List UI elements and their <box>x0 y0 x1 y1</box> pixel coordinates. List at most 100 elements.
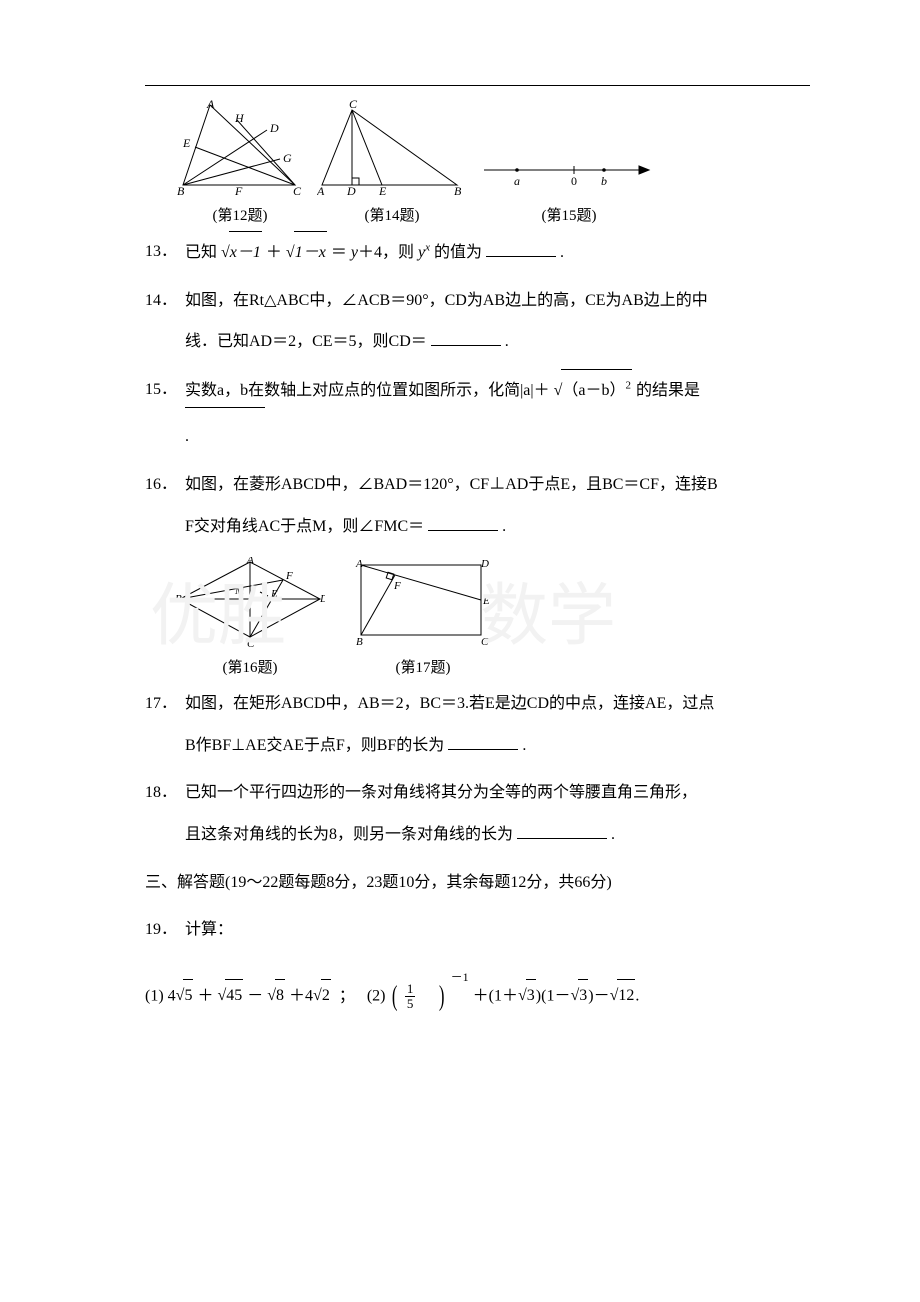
eq2-mid: ＋(1＋ <box>473 987 518 1004</box>
label-b: b <box>601 174 607 188</box>
f17-E: E <box>482 595 490 607</box>
q17-line2a: B作BF⊥AE交AE于点F，则BF的长为 <box>185 737 444 754</box>
fig16-svg: A B C D F E M <box>175 557 325 647</box>
figure-16: A B C D F E M (第16题) <box>175 557 325 677</box>
f17-D: D <box>480 558 489 570</box>
caption-16: (第16题) <box>175 656 325 677</box>
q15-period: . <box>185 428 189 445</box>
q17-line1: 如图，在矩形ABCD中，AB＝2，BC＝3.若E是边CD的中点，连接AE，过点 <box>185 683 800 725</box>
label-H: H <box>234 111 245 125</box>
q15-blank <box>185 407 265 408</box>
q15-b: 的结果是 <box>636 382 700 399</box>
eq2-r12: 12 <box>617 979 635 1012</box>
label-E2: E <box>378 184 387 195</box>
eq2-r3b: 3 <box>578 979 588 1012</box>
q16-period: . <box>502 518 506 535</box>
equations: (1) 4√5 ＋ √45 － √8 ＋4√2 ； (2) ( 1 5 ) －1… <box>145 969 800 1025</box>
eq1-r2: 2 <box>321 979 331 1012</box>
q16-line2a: F交对角线AC于点M，则∠FMC＝ <box>185 518 424 535</box>
caption-12: (第12题) <box>175 204 305 225</box>
label-D2: D <box>346 184 356 195</box>
q19-body: 计算： <box>185 909 800 951</box>
q14-num: 14． <box>145 280 185 363</box>
q15-num: 15． <box>145 369 185 458</box>
f17-B: B <box>356 636 363 647</box>
label-0: 0 <box>571 174 577 188</box>
eq1-4: 4 <box>168 987 176 1004</box>
q18-line1: 已知一个平行四边形的一条对角线将其分为全等的两个等腰直角三角形， <box>185 772 800 814</box>
figure-17: A D B C E F (第17题) <box>353 557 493 677</box>
question-15: 15． 实数a，b在数轴上对应点的位置如图所示，化简|a|＋ √（a－b）2 的… <box>145 369 800 458</box>
q17-blank <box>448 733 518 750</box>
eq1-r45: 45 <box>225 979 243 1012</box>
caption-17: (第17题) <box>353 656 493 677</box>
eq2-end: . <box>635 987 639 1004</box>
lparen-icon: ( <box>391 969 397 1025</box>
yx-base: y <box>418 244 425 261</box>
label-a: a <box>514 174 520 188</box>
q18-blank <box>517 822 607 839</box>
page: 优胜 数学 A H D E G B F <box>0 0 920 1302</box>
q13-period: . <box>560 244 564 261</box>
f16-B: B <box>175 593 182 605</box>
q19-num: 19． <box>145 909 185 951</box>
label-G: G <box>283 151 292 165</box>
figure-14: C A D E B (第14题) <box>317 100 467 225</box>
f16-M: M <box>234 585 245 597</box>
fig14-svg: C A D E B <box>317 100 467 195</box>
f16-A: A <box>246 557 254 566</box>
question-19: 19． 计算： <box>145 909 800 951</box>
q14-line2a: 线．已知AD＝2，CE＝5，则CD＝ <box>185 333 427 350</box>
fraction-1-5: 1 5 <box>405 982 416 1012</box>
caption-15: (第15题) <box>479 204 659 225</box>
figure-12: A H D E G B F C (第12题) <box>175 100 305 225</box>
q15-a: 实数a，b在数轴上对应点的位置如图所示，化简|a|＋ <box>185 382 550 399</box>
eq2-mid2: )(1－ <box>536 987 571 1004</box>
eq1-label: (1) <box>145 987 164 1004</box>
label-F: F <box>234 184 243 195</box>
eq1-p4: ＋4 <box>289 987 313 1004</box>
label-A2: A <box>317 184 325 195</box>
q16-num: 16． <box>145 464 185 547</box>
label-A: A <box>206 100 215 111</box>
q13-y4: y <box>351 244 358 261</box>
q13-eq: ＝ <box>331 244 347 261</box>
q18-num: 18． <box>145 772 185 855</box>
q18-body: 已知一个平行四边形的一条对角线将其分为全等的两个等腰直角三角形， 且这条对角线的… <box>185 772 800 855</box>
f16-F: F <box>285 570 293 582</box>
fig12-svg: A H D E G B F C <box>175 100 305 195</box>
q15-body: 实数a，b在数轴上对应点的位置如图所示，化简|a|＋ √（a－b）2 的结果是 … <box>185 369 800 458</box>
q14-period: . <box>505 333 509 350</box>
label-E: E <box>182 136 191 150</box>
figure-row-2: A B C D F E M (第16题) <box>175 557 800 677</box>
q14-line2: 线．已知AD＝2，CE＝5，则CD＝ . <box>185 321 800 363</box>
q17-line2: B作BF⊥AE交AE于点F，则BF的长为 . <box>185 725 800 767</box>
q16-line1: 如图，在菱形ABCD中，∠BAD＝120°，CF⊥AD于点E，且BC＝CF，连接… <box>185 464 800 506</box>
exp-m1: －1 <box>451 970 469 984</box>
rparen-icon: ) <box>439 969 445 1025</box>
label-C2: C <box>349 100 358 111</box>
q13-tail: 的值为 <box>434 244 482 261</box>
rad-ab: √（a－b）2 <box>554 369 632 412</box>
q14-line1: 如图，在Rt△ABC中，∠ACB＝90°，CD为AB边上的高，CE为AB边上的中 <box>185 280 800 322</box>
q13-blank <box>486 240 556 257</box>
q16-line2: F交对角线AC于点M，则∠FMC＝ . <box>185 506 800 548</box>
q17-period: . <box>522 737 526 754</box>
f16-E: E <box>270 588 278 600</box>
section-3-header: 三、解答题(19～22题每题8分，23题10分，其余每题12分，共66分) <box>145 862 800 904</box>
fig17-svg: A D B C E F <box>353 557 493 647</box>
f17-F: F <box>393 580 401 592</box>
question-18: 18． 已知一个平行四边形的一条对角线将其分为全等的两个等腰直角三角形， 且这条… <box>145 772 800 855</box>
q15-radexp: 2 <box>626 379 632 391</box>
figure-15: a 0 b (第15题) <box>479 145 659 225</box>
q17-body: 如图，在矩形ABCD中，AB＝2，BC＝3.若E是边CD的中点，连接AE，过点 … <box>185 683 800 766</box>
question-17: 17． 如图，在矩形ABCD中，AB＝2，BC＝3.若E是边CD的中点，连接AE… <box>145 683 800 766</box>
eq2-mid3: )－ <box>588 987 609 1004</box>
q13-plus: ＋ <box>266 244 282 261</box>
q18-line2: 且这条对角线的长为8，则另一条对角线的长为 . <box>185 814 800 856</box>
question-16: 16． 如图，在菱形ABCD中，∠BAD＝120°，CF⊥AD于点E，且BC＝C… <box>145 464 800 547</box>
eq1-r8: 8 <box>275 979 285 1012</box>
eq1-plus: ＋ <box>197 987 213 1004</box>
q18-period: . <box>611 826 615 843</box>
q14-blank <box>431 329 501 346</box>
